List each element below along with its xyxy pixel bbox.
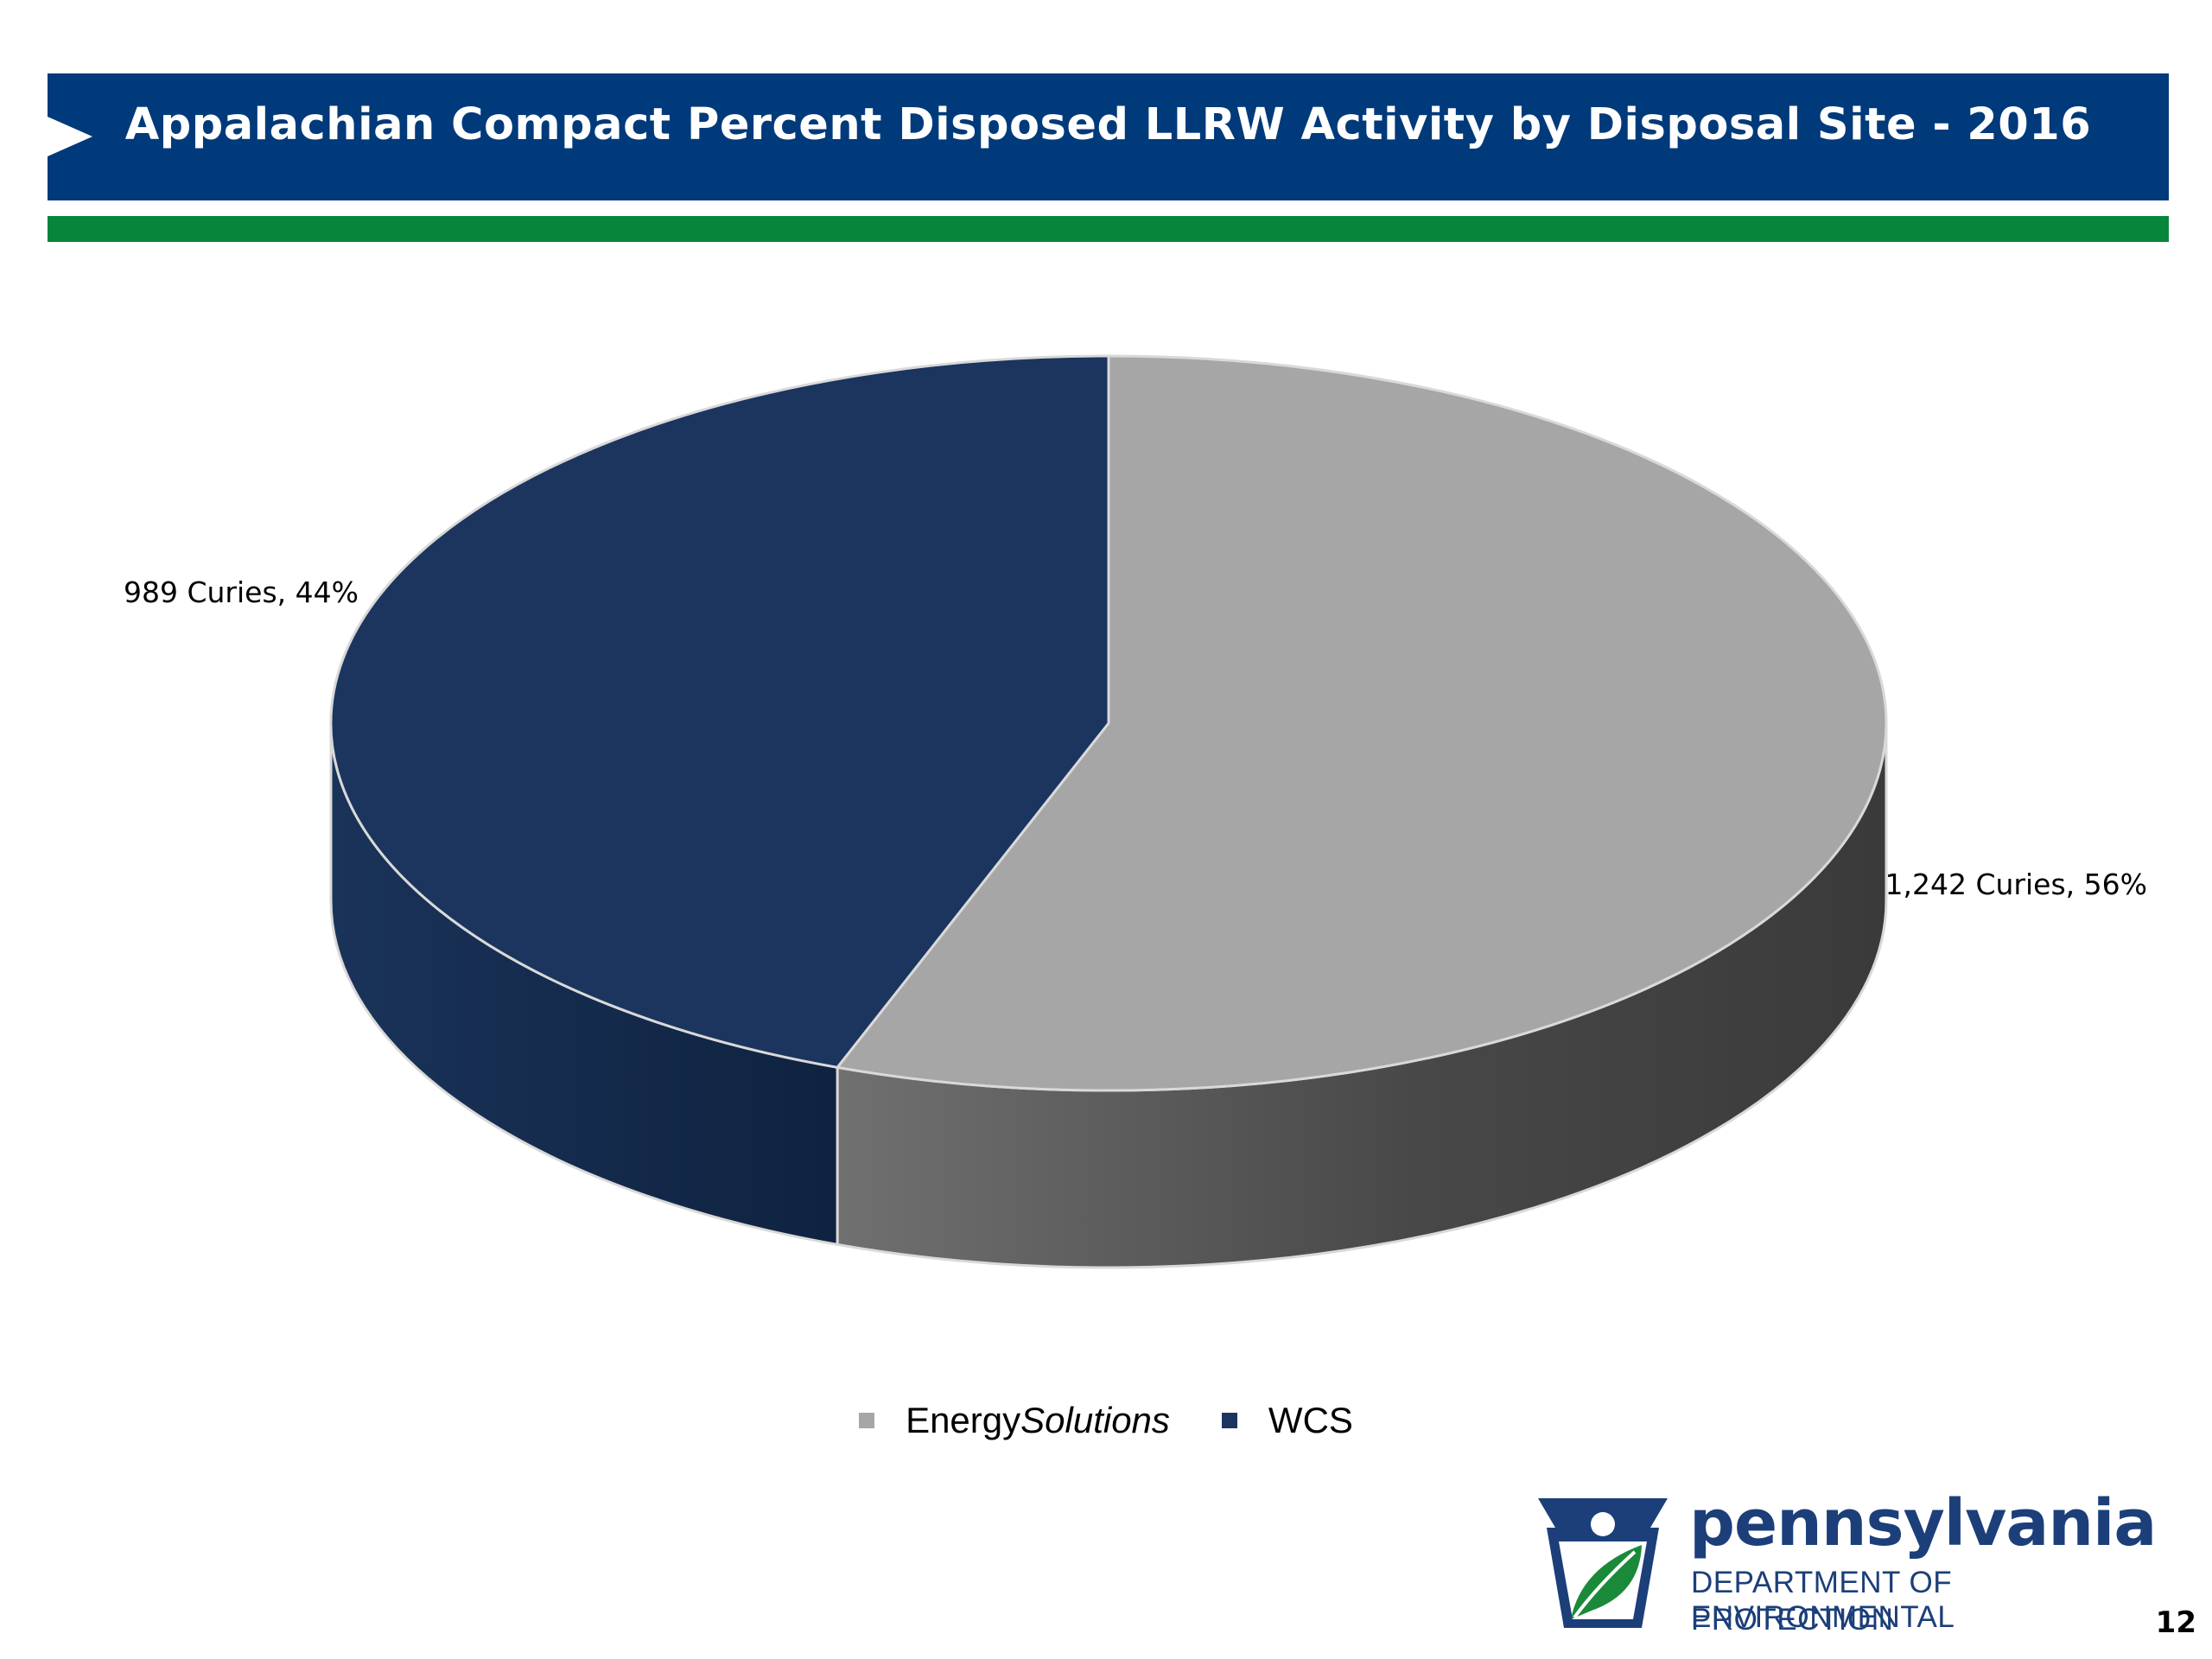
page-number: 12	[2155, 1605, 2196, 1640]
keystone-leaf-icon	[1538, 1498, 1668, 1628]
pie-slice-wcs	[329, 354, 1110, 1069]
chart-title: Appalachian Compact Percent Disposed LLR…	[124, 99, 2092, 150]
legend-label-energysolutions: EnergySolutions	[906, 1400, 1170, 1440]
legend-item-wcs: WCS	[1221, 1400, 1353, 1441]
pie-slice-energysolutions	[835, 354, 1888, 1092]
data-label-energysolutions: 1,242 Curies, 56%	[1885, 868, 2147, 901]
legend-label-wcs: WCS	[1268, 1400, 1353, 1440]
dep-logo: pennsylvania DEPARTMENT OF ENVIRONMENTAL…	[1529, 1486, 2186, 1650]
accent-rule	[48, 216, 2169, 242]
legend-item-energysolutions: EnergySolutions	[859, 1400, 1170, 1441]
legend-swatch-energysolutions	[859, 1413, 875, 1428]
legend-swatch-wcs	[1221, 1413, 1237, 1428]
chevron-right-icon	[48, 117, 92, 156]
logo-subtitle-line2: PROTECTION	[1691, 1603, 1894, 1637]
chart-legend: EnergySolutions WCS	[0, 1400, 2212, 1441]
logo-wordmark: pennsylvania	[1689, 1486, 2157, 1560]
data-label-wcs: 989 Curies, 44%	[124, 575, 359, 609]
logo-subtitle-line1: DEPARTMENT OF ENVIRONMENTAL	[1691, 1566, 1955, 1634]
title-banner: Appalachian Compact Percent Disposed LLR…	[48, 73, 2169, 200]
